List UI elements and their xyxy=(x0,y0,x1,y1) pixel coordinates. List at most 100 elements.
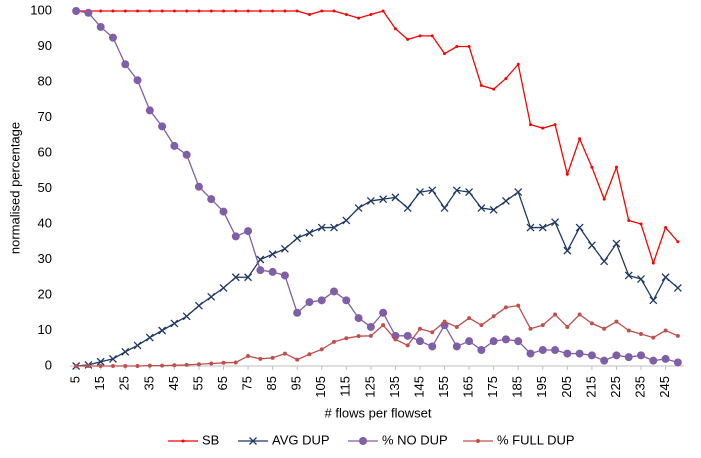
marker xyxy=(366,196,375,205)
x-tick-label: 85 xyxy=(264,376,279,390)
marker xyxy=(194,182,203,191)
y-tick-label: 20 xyxy=(38,286,52,301)
marker xyxy=(108,33,117,42)
marker xyxy=(207,195,216,204)
marker xyxy=(359,437,367,445)
marker xyxy=(293,308,302,317)
marker xyxy=(405,343,410,348)
marker xyxy=(182,150,191,159)
marker xyxy=(501,196,510,205)
y-tick-label: 70 xyxy=(38,109,52,124)
marker xyxy=(121,347,130,356)
marker xyxy=(476,439,480,443)
marker xyxy=(307,352,312,357)
y-tick-label: 30 xyxy=(38,251,52,266)
marker xyxy=(72,7,81,15)
marker xyxy=(651,335,656,340)
marker xyxy=(221,360,226,365)
marker xyxy=(503,305,508,310)
marker xyxy=(514,188,523,197)
marker xyxy=(172,363,177,368)
marker xyxy=(578,137,582,141)
x-tick-label: 195 xyxy=(534,376,549,398)
y-tick-label: 10 xyxy=(38,322,52,337)
marker xyxy=(271,9,275,13)
marker xyxy=(675,333,680,338)
x-tick-label: 35 xyxy=(141,376,156,390)
marker xyxy=(443,52,447,56)
marker xyxy=(170,319,179,328)
marker xyxy=(268,267,277,276)
marker xyxy=(256,266,265,275)
x-tick-label: 155 xyxy=(436,376,451,398)
marker xyxy=(283,9,287,13)
marker xyxy=(614,319,619,324)
marker xyxy=(330,287,339,296)
marker xyxy=(489,337,498,346)
marker xyxy=(526,223,535,232)
marker xyxy=(661,354,670,363)
marker xyxy=(332,9,336,13)
x-tick-label: 145 xyxy=(411,376,426,398)
marker xyxy=(268,250,277,259)
marker xyxy=(587,241,596,250)
marker xyxy=(354,314,363,323)
marker xyxy=(182,312,191,321)
marker xyxy=(244,273,253,282)
x-tick-label: 75 xyxy=(239,376,254,390)
marker xyxy=(282,351,287,356)
marker xyxy=(295,357,300,362)
marker xyxy=(563,349,572,358)
legend-label: % FULL DUP xyxy=(497,432,575,447)
marker xyxy=(381,9,385,13)
marker xyxy=(270,355,275,360)
marker xyxy=(332,339,337,344)
marker xyxy=(381,323,386,328)
marker xyxy=(110,364,115,368)
marker xyxy=(342,216,351,225)
marker xyxy=(258,9,262,13)
marker xyxy=(465,337,474,346)
x-tick-label: 175 xyxy=(485,376,500,398)
marker xyxy=(587,351,596,360)
marker xyxy=(553,312,558,317)
marker xyxy=(160,363,165,368)
marker xyxy=(354,204,363,212)
marker xyxy=(185,9,189,13)
marker xyxy=(342,296,351,305)
marker xyxy=(172,9,176,13)
marker xyxy=(673,283,682,292)
marker xyxy=(661,273,670,282)
marker xyxy=(577,312,582,317)
marker xyxy=(379,195,388,204)
marker xyxy=(121,60,130,69)
marker xyxy=(673,358,682,367)
x-tick-label: 65 xyxy=(215,376,230,390)
marker xyxy=(575,223,584,232)
marker xyxy=(330,223,338,232)
marker xyxy=(676,240,680,244)
marker xyxy=(540,323,545,328)
marker xyxy=(96,22,105,31)
marker xyxy=(136,9,140,13)
marker xyxy=(123,364,128,368)
marker xyxy=(575,349,584,358)
marker xyxy=(222,9,225,13)
marker xyxy=(403,204,412,212)
x-tick-label: 245 xyxy=(657,376,672,398)
x-tick-label: 5 xyxy=(68,376,83,383)
marker xyxy=(479,84,483,88)
marker xyxy=(196,362,201,367)
marker xyxy=(590,165,594,169)
marker xyxy=(96,357,105,366)
marker xyxy=(307,13,311,17)
marker xyxy=(553,123,557,127)
marker xyxy=(158,326,167,335)
marker xyxy=(514,337,523,346)
series-line xyxy=(76,189,679,367)
marker xyxy=(602,326,607,331)
marker xyxy=(84,8,93,17)
marker xyxy=(219,207,228,216)
x-tick-label: 215 xyxy=(583,376,598,398)
marker xyxy=(465,188,474,197)
